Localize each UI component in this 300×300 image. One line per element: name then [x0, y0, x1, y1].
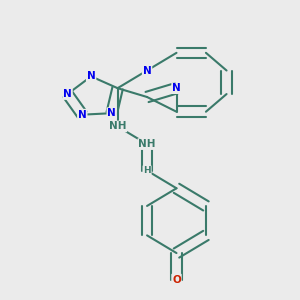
Text: NH: NH	[109, 122, 126, 131]
Text: N: N	[87, 71, 95, 81]
Text: NH: NH	[138, 139, 156, 149]
Text: N: N	[78, 110, 87, 120]
Text: N: N	[172, 83, 181, 93]
Text: H: H	[143, 166, 151, 175]
Text: N: N	[63, 89, 72, 99]
Text: O: O	[172, 274, 181, 285]
Text: N: N	[107, 108, 116, 118]
Text: N: N	[143, 65, 152, 76]
